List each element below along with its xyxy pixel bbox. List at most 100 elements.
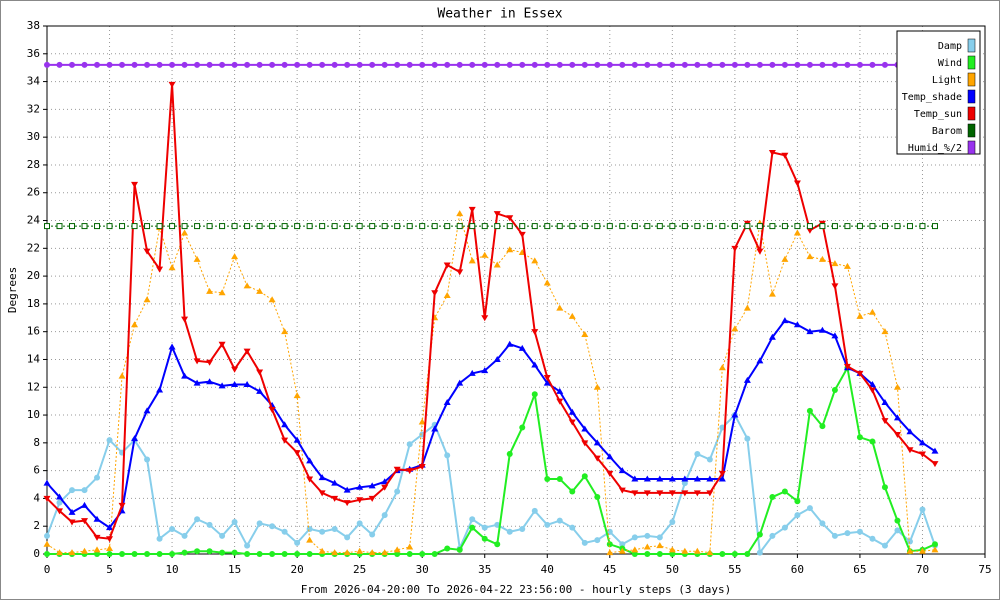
marker <box>706 475 714 482</box>
marker <box>294 223 301 230</box>
marker <box>269 61 276 68</box>
marker <box>706 61 713 68</box>
marker <box>56 508 64 515</box>
marker <box>644 223 651 230</box>
marker <box>656 490 664 497</box>
marker <box>406 468 414 475</box>
marker <box>419 551 426 557</box>
marker <box>481 524 488 531</box>
marker <box>194 548 201 555</box>
marker <box>531 507 538 514</box>
marker <box>794 61 801 68</box>
y-tick-label: 22 <box>27 241 40 254</box>
marker <box>181 223 188 230</box>
marker <box>456 61 463 68</box>
marker <box>594 537 601 544</box>
marker <box>331 495 339 502</box>
marker <box>656 542 664 549</box>
marker <box>831 283 839 290</box>
marker <box>594 61 601 68</box>
marker <box>619 223 626 230</box>
marker <box>568 312 576 319</box>
marker <box>281 528 288 535</box>
marker <box>843 363 851 370</box>
marker <box>781 488 788 495</box>
marker <box>394 61 401 68</box>
marker <box>119 551 126 557</box>
marker <box>469 524 476 531</box>
marker <box>281 437 289 444</box>
marker <box>206 378 214 385</box>
marker <box>706 490 714 497</box>
marker <box>181 372 189 379</box>
marker <box>369 531 376 538</box>
marker <box>581 223 588 230</box>
legend-swatch <box>967 140 976 155</box>
marker <box>793 229 801 236</box>
marker <box>856 434 863 441</box>
marker <box>69 61 76 68</box>
marker <box>756 223 763 230</box>
marker <box>518 231 526 238</box>
marker <box>194 516 201 523</box>
marker <box>169 61 176 68</box>
marker <box>156 386 164 393</box>
marker <box>306 457 314 464</box>
marker <box>756 531 763 538</box>
x-tick-label: 40 <box>541 563 554 576</box>
y-axis-label: Degrees <box>6 267 19 313</box>
marker <box>368 549 376 556</box>
marker <box>606 453 614 460</box>
marker <box>631 61 638 68</box>
marker <box>831 387 838 394</box>
marker <box>94 223 101 230</box>
marker <box>156 551 163 557</box>
marker <box>668 490 676 497</box>
marker <box>631 551 638 557</box>
marker <box>181 61 188 68</box>
marker <box>781 524 788 531</box>
marker <box>43 479 51 486</box>
marker <box>831 223 838 230</box>
marker <box>731 411 739 418</box>
marker <box>218 341 226 348</box>
marker <box>81 223 88 230</box>
marker <box>306 536 314 543</box>
marker <box>681 223 688 230</box>
marker <box>419 223 426 230</box>
marker <box>619 541 626 548</box>
marker <box>256 551 263 557</box>
marker <box>806 407 813 414</box>
marker <box>318 547 326 554</box>
marker <box>156 61 163 68</box>
marker <box>206 223 213 230</box>
marker <box>44 223 50 230</box>
marker <box>294 551 301 557</box>
marker <box>493 261 501 268</box>
marker <box>381 484 389 491</box>
marker <box>381 549 389 556</box>
marker <box>881 418 889 425</box>
marker <box>806 328 814 335</box>
x-tick-label: 0 <box>44 563 51 576</box>
marker <box>856 312 864 319</box>
marker <box>469 61 476 68</box>
marker <box>469 516 476 523</box>
marker <box>306 476 314 483</box>
marker <box>393 466 401 473</box>
marker <box>119 223 126 230</box>
marker <box>919 506 926 513</box>
marker <box>194 223 201 230</box>
marker <box>468 369 476 376</box>
marker <box>506 61 513 68</box>
y-tick-label: 34 <box>27 75 41 88</box>
marker <box>569 61 576 68</box>
marker <box>106 223 113 230</box>
marker <box>581 425 589 432</box>
marker <box>256 387 264 394</box>
marker <box>131 321 139 328</box>
marker <box>506 246 514 253</box>
marker <box>493 355 501 362</box>
marker <box>219 61 226 68</box>
marker <box>244 551 251 557</box>
